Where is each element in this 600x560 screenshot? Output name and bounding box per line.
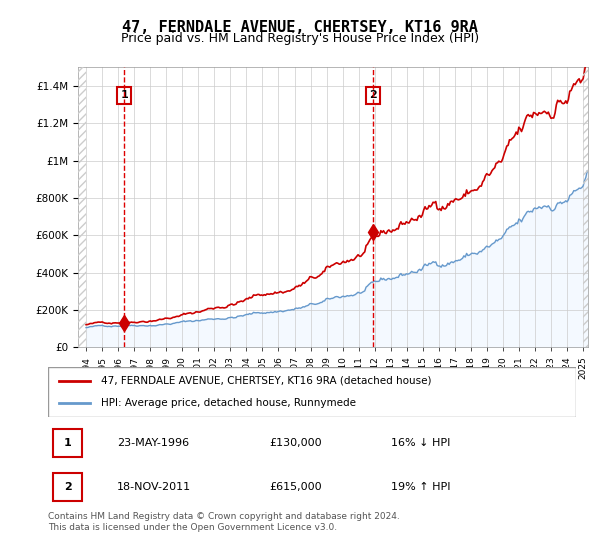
- Text: 2: 2: [64, 482, 71, 492]
- Text: HPI: Average price, detached house, Runnymede: HPI: Average price, detached house, Runn…: [101, 398, 356, 408]
- Text: 1: 1: [64, 438, 71, 448]
- Text: £130,000: £130,000: [270, 438, 322, 448]
- Bar: [583, 67, 596, 347]
- Text: Price paid vs. HM Land Registry's House Price Index (HPI): Price paid vs. HM Land Registry's House …: [121, 32, 479, 45]
- Text: 18-NOV-2011: 18-NOV-2011: [116, 482, 191, 492]
- Text: 1: 1: [121, 90, 128, 100]
- Text: 19% ↑ HPI: 19% ↑ HPI: [391, 482, 451, 492]
- Text: Contains HM Land Registry data © Crown copyright and database right 2024.
This d: Contains HM Land Registry data © Crown c…: [48, 512, 400, 532]
- FancyBboxPatch shape: [53, 473, 82, 501]
- Text: 23-MAY-1996: 23-MAY-1996: [116, 438, 189, 448]
- Text: 16% ↓ HPI: 16% ↓ HPI: [391, 438, 451, 448]
- Text: 47, FERNDALE AVENUE, CHERTSEY, KT16 9RA (detached house): 47, FERNDALE AVENUE, CHERTSEY, KT16 9RA …: [101, 376, 431, 386]
- Text: £615,000: £615,000: [270, 482, 322, 492]
- FancyBboxPatch shape: [48, 367, 576, 417]
- Text: 47, FERNDALE AVENUE, CHERTSEY, KT16 9RA: 47, FERNDALE AVENUE, CHERTSEY, KT16 9RA: [122, 20, 478, 35]
- FancyBboxPatch shape: [53, 429, 82, 457]
- Bar: [78, 67, 86, 347]
- Text: 2: 2: [369, 90, 377, 100]
